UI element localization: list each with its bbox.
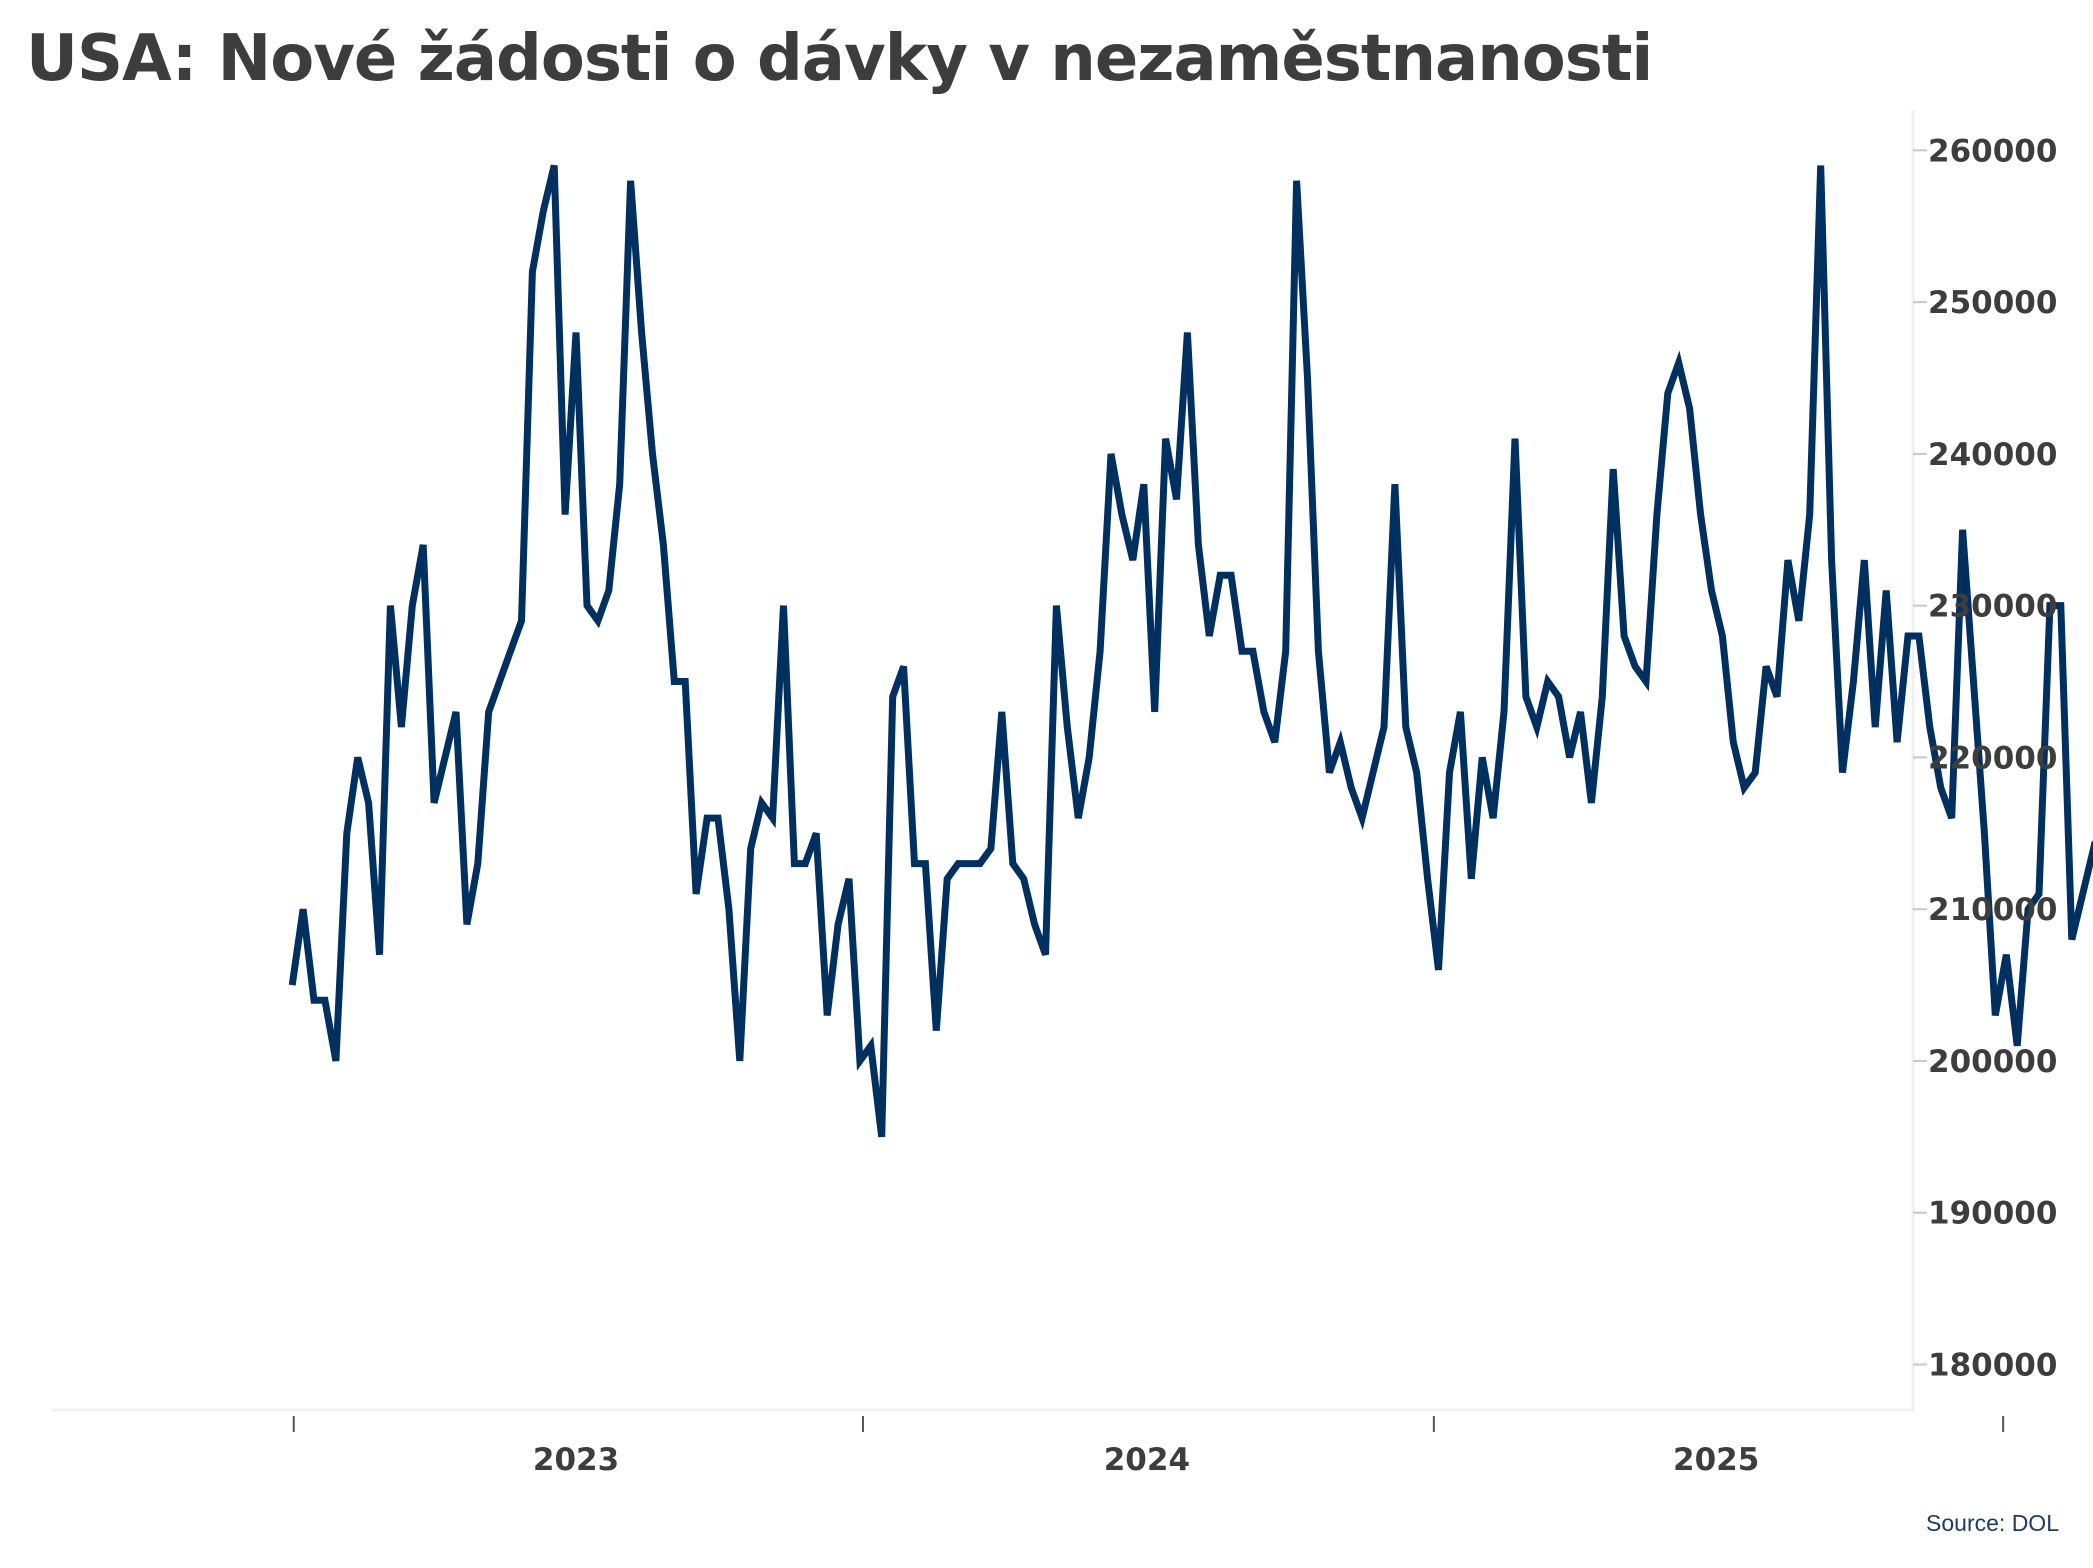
x-tick-label: 2023	[533, 1442, 619, 1478]
source-note: Source: DOL	[1926, 1510, 2059, 1536]
y-tick-label: 250000	[1928, 285, 2057, 321]
x-tick-label: 2024	[1104, 1442, 1190, 1478]
x-tick-label: 2025	[1673, 1442, 1759, 1478]
y-tick-label: 220000	[1928, 740, 2057, 776]
y-tick-label: 240000	[1928, 437, 2057, 473]
y-tick-label: 180000	[1928, 1347, 2057, 1383]
y-tick-label: 190000	[1928, 1196, 2057, 1232]
series-line	[288, 164, 2093, 1138]
y-tick-label: 230000	[1928, 589, 2057, 625]
y-tick-label: 210000	[1928, 892, 2057, 928]
chart-title: USA: Nové žádosti o dávky v nezaměstnano…	[26, 22, 1653, 96]
y-tick-label: 260000	[1928, 133, 2057, 169]
y-tick-label: 200000	[1928, 1044, 2057, 1080]
